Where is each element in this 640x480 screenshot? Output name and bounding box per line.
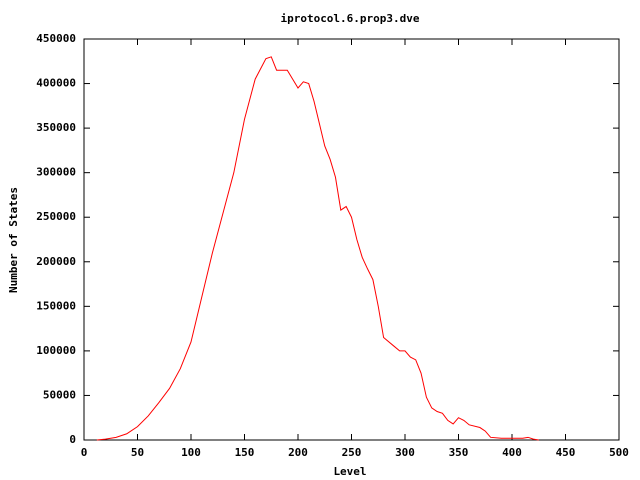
- x-tick-label: 50: [131, 446, 144, 459]
- y-tick-label: 300000: [36, 166, 76, 179]
- x-tick-label: 150: [235, 446, 255, 459]
- x-tick-label: 400: [502, 446, 522, 459]
- x-tick-label: 500: [609, 446, 629, 459]
- x-tick-label: 300: [395, 446, 415, 459]
- y-tick-label: 0: [69, 433, 76, 446]
- plot-frame: [83, 38, 620, 441]
- x-tick-label: 200: [288, 446, 308, 459]
- x-tick-label: 350: [449, 446, 469, 459]
- y-tick-label: 200000: [36, 255, 76, 268]
- y-tick-label: 400000: [36, 77, 76, 90]
- y-tick-label: 450000: [36, 32, 76, 45]
- y-axis-label: Number of States: [7, 187, 20, 293]
- y-tick-label: 350000: [36, 121, 76, 134]
- x-tick-label: 0: [81, 446, 88, 459]
- y-tick-label: 250000: [36, 210, 76, 223]
- y-tick-label: 50000: [43, 388, 76, 401]
- y-tick-label: 100000: [36, 344, 76, 357]
- x-axis-label: Level: [333, 465, 366, 478]
- x-tick-label: 450: [556, 446, 576, 459]
- chart-title: iprotocol.6.prop3.dve: [280, 12, 419, 25]
- x-tick-label: 250: [342, 446, 362, 459]
- x-tick-label: 100: [181, 446, 201, 459]
- data-line: [96, 56, 539, 441]
- y-tick-label: 150000: [36, 299, 76, 312]
